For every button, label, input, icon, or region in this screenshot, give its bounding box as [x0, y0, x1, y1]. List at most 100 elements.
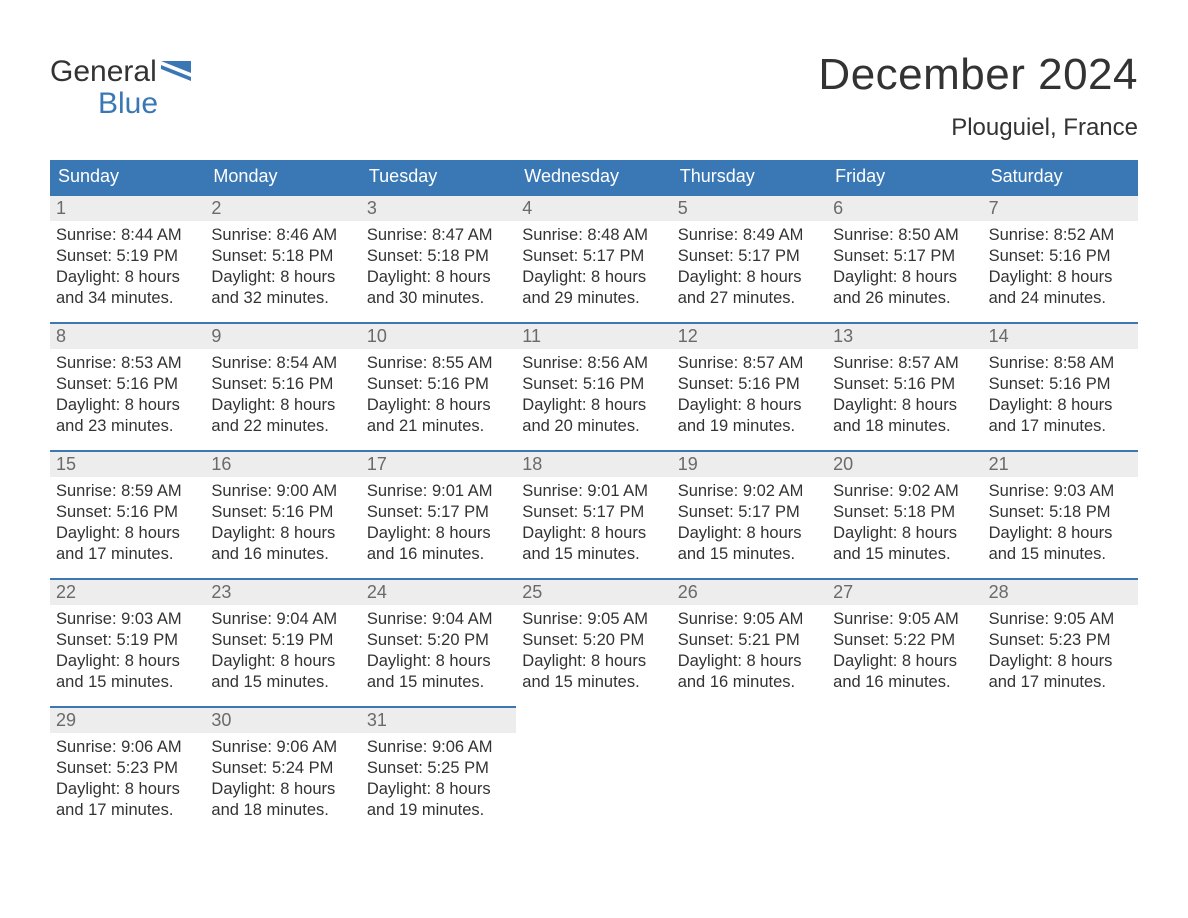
day-body: Sunrise: 8:59 AMSunset: 5:16 PMDaylight:… — [50, 477, 205, 565]
day-cell: 29Sunrise: 9:06 AMSunset: 5:23 PMDayligh… — [50, 706, 205, 834]
sunset-line: Sunset: 5:16 PM — [678, 374, 821, 395]
daylight-line2: and 21 minutes. — [367, 416, 510, 437]
sunrise-line: Sunrise: 8:49 AM — [678, 225, 821, 246]
daylight-line1: Daylight: 8 hours — [367, 779, 510, 800]
daylight-line1: Daylight: 8 hours — [367, 523, 510, 544]
daylight-line2: and 29 minutes. — [522, 288, 665, 309]
day-cell: 17Sunrise: 9:01 AMSunset: 5:17 PMDayligh… — [361, 450, 516, 578]
sunset-line: Sunset: 5:16 PM — [833, 374, 976, 395]
day-body: Sunrise: 9:03 AMSunset: 5:19 PMDaylight:… — [50, 605, 205, 693]
sunset-line: Sunset: 5:22 PM — [833, 630, 976, 651]
day-body: Sunrise: 8:47 AMSunset: 5:18 PMDaylight:… — [361, 221, 516, 309]
sunrise-line: Sunrise: 9:01 AM — [522, 481, 665, 502]
daylight-line1: Daylight: 8 hours — [56, 267, 199, 288]
day-number: 30 — [205, 708, 360, 733]
day-cell: 18Sunrise: 9:01 AMSunset: 5:17 PMDayligh… — [516, 450, 671, 578]
sunset-line: Sunset: 5:18 PM — [989, 502, 1132, 523]
day-cell: 30Sunrise: 9:06 AMSunset: 5:24 PMDayligh… — [205, 706, 360, 834]
sunset-line: Sunset: 5:16 PM — [989, 246, 1132, 267]
daylight-line2: and 18 minutes. — [833, 416, 976, 437]
daylight-line2: and 20 minutes. — [522, 416, 665, 437]
dow-header: Tuesday — [361, 160, 516, 194]
sunset-line: Sunset: 5:19 PM — [56, 246, 199, 267]
day-cell: 7Sunrise: 8:52 AMSunset: 5:16 PMDaylight… — [983, 194, 1138, 322]
sunset-line: Sunset: 5:16 PM — [56, 374, 199, 395]
sunrise-line: Sunrise: 8:57 AM — [833, 353, 976, 374]
day-body: Sunrise: 9:04 AMSunset: 5:20 PMDaylight:… — [361, 605, 516, 693]
sunrise-line: Sunrise: 9:05 AM — [833, 609, 976, 630]
daylight-line1: Daylight: 8 hours — [211, 523, 354, 544]
day-body: Sunrise: 8:48 AMSunset: 5:17 PMDaylight:… — [516, 221, 671, 309]
dow-header: Sunday — [50, 160, 205, 194]
day-number: 15 — [50, 452, 205, 477]
daylight-line1: Daylight: 8 hours — [678, 523, 821, 544]
day-cell: 26Sunrise: 9:05 AMSunset: 5:21 PMDayligh… — [672, 578, 827, 706]
daylight-line1: Daylight: 8 hours — [211, 651, 354, 672]
daylight-line1: Daylight: 8 hours — [211, 395, 354, 416]
sunset-line: Sunset: 5:18 PM — [833, 502, 976, 523]
daylight-line2: and 15 minutes. — [211, 672, 354, 693]
sunset-line: Sunset: 5:17 PM — [522, 246, 665, 267]
day-number: 19 — [672, 452, 827, 477]
day-number: 9 — [205, 324, 360, 349]
day-number: 6 — [827, 196, 982, 221]
day-body: Sunrise: 8:52 AMSunset: 5:16 PMDaylight:… — [983, 221, 1138, 309]
daylight-line2: and 26 minutes. — [833, 288, 976, 309]
day-body: Sunrise: 8:50 AMSunset: 5:17 PMDaylight:… — [827, 221, 982, 309]
sunrise-line: Sunrise: 8:53 AM — [56, 353, 199, 374]
daylight-line1: Daylight: 8 hours — [56, 395, 199, 416]
sunrise-line: Sunrise: 9:04 AM — [367, 609, 510, 630]
day-body: Sunrise: 9:01 AMSunset: 5:17 PMDaylight:… — [516, 477, 671, 565]
sunset-line: Sunset: 5:17 PM — [833, 246, 976, 267]
day-number: 23 — [205, 580, 360, 605]
sunset-line: Sunset: 5:17 PM — [367, 502, 510, 523]
day-body: Sunrise: 8:55 AMSunset: 5:16 PMDaylight:… — [361, 349, 516, 437]
sunset-line: Sunset: 5:16 PM — [522, 374, 665, 395]
sunrise-line: Sunrise: 9:03 AM — [56, 609, 199, 630]
daylight-line2: and 16 minutes. — [678, 672, 821, 693]
daylight-line1: Daylight: 8 hours — [211, 267, 354, 288]
brand-logo: General Blue — [50, 50, 191, 119]
dow-header: Wednesday — [516, 160, 671, 194]
day-number: 10 — [361, 324, 516, 349]
daylight-line2: and 23 minutes. — [56, 416, 199, 437]
title-block: December 2024 Plouguiel, France — [818, 50, 1138, 142]
dow-header: Monday — [205, 160, 360, 194]
daylight-line2: and 15 minutes. — [678, 544, 821, 565]
sunset-line: Sunset: 5:24 PM — [211, 758, 354, 779]
sunrise-line: Sunrise: 9:06 AM — [367, 737, 510, 758]
daylight-line2: and 17 minutes. — [56, 800, 199, 821]
daylight-line1: Daylight: 8 hours — [678, 267, 821, 288]
day-number: 29 — [50, 708, 205, 733]
day-number: 22 — [50, 580, 205, 605]
daylight-line2: and 17 minutes. — [989, 672, 1132, 693]
day-number: 16 — [205, 452, 360, 477]
daylight-line2: and 27 minutes. — [678, 288, 821, 309]
sunset-line: Sunset: 5:17 PM — [522, 502, 665, 523]
daylight-line2: and 24 minutes. — [989, 288, 1132, 309]
day-cell: 1Sunrise: 8:44 AMSunset: 5:19 PMDaylight… — [50, 194, 205, 322]
daylight-line2: and 32 minutes. — [211, 288, 354, 309]
day-number: 8 — [50, 324, 205, 349]
calendar-grid: SundayMondayTuesdayWednesdayThursdayFrid… — [50, 160, 1138, 834]
day-cell: 12Sunrise: 8:57 AMSunset: 5:16 PMDayligh… — [672, 322, 827, 450]
day-body: Sunrise: 9:06 AMSunset: 5:23 PMDaylight:… — [50, 733, 205, 821]
sunset-line: Sunset: 5:21 PM — [678, 630, 821, 651]
daylight-line2: and 17 minutes. — [56, 544, 199, 565]
daylight-line1: Daylight: 8 hours — [833, 523, 976, 544]
day-body: Sunrise: 8:57 AMSunset: 5:16 PMDaylight:… — [827, 349, 982, 437]
daylight-line2: and 22 minutes. — [211, 416, 354, 437]
day-cell: 3Sunrise: 8:47 AMSunset: 5:18 PMDaylight… — [361, 194, 516, 322]
daylight-line1: Daylight: 8 hours — [989, 651, 1132, 672]
sunset-line: Sunset: 5:16 PM — [989, 374, 1132, 395]
day-cell: 31Sunrise: 9:06 AMSunset: 5:25 PMDayligh… — [361, 706, 516, 834]
sunset-line: Sunset: 5:23 PM — [56, 758, 199, 779]
day-body: Sunrise: 9:06 AMSunset: 5:24 PMDaylight:… — [205, 733, 360, 821]
empty-cell — [983, 706, 1138, 834]
daylight-line2: and 15 minutes. — [522, 672, 665, 693]
day-cell: 15Sunrise: 8:59 AMSunset: 5:16 PMDayligh… — [50, 450, 205, 578]
day-cell: 4Sunrise: 8:48 AMSunset: 5:17 PMDaylight… — [516, 194, 671, 322]
daylight-line1: Daylight: 8 hours — [833, 395, 976, 416]
header: General Blue December 2024 Plouguiel, Fr… — [50, 50, 1138, 142]
day-cell: 9Sunrise: 8:54 AMSunset: 5:16 PMDaylight… — [205, 322, 360, 450]
